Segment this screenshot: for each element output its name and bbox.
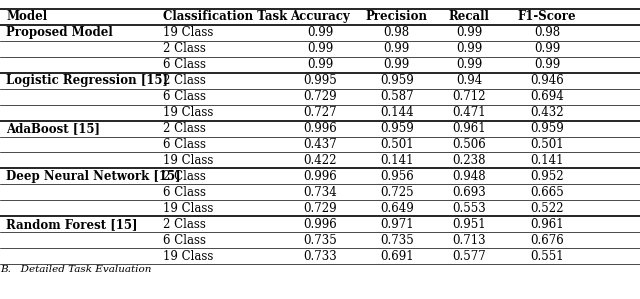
Text: 0.471: 0.471 bbox=[452, 106, 486, 119]
Text: 0.946: 0.946 bbox=[531, 74, 564, 87]
Text: 0.735: 0.735 bbox=[303, 234, 337, 247]
Text: 0.996: 0.996 bbox=[303, 170, 337, 183]
Text: Accuracy: Accuracy bbox=[290, 10, 350, 23]
Text: 2 Class: 2 Class bbox=[163, 74, 206, 87]
Text: 0.144: 0.144 bbox=[380, 106, 413, 119]
Text: 6 Class: 6 Class bbox=[163, 186, 206, 199]
Text: 0.996: 0.996 bbox=[303, 218, 337, 231]
Text: 0.551: 0.551 bbox=[531, 250, 564, 263]
Text: 0.99: 0.99 bbox=[383, 42, 410, 55]
Text: 0.733: 0.733 bbox=[303, 250, 337, 263]
Text: 2 Class: 2 Class bbox=[163, 42, 206, 55]
Text: 0.649: 0.649 bbox=[380, 202, 413, 215]
Text: 0.729: 0.729 bbox=[303, 202, 337, 215]
Text: 0.94: 0.94 bbox=[456, 74, 483, 87]
Text: 0.506: 0.506 bbox=[452, 138, 486, 151]
Text: 6 Class: 6 Class bbox=[163, 90, 206, 103]
Text: 0.422: 0.422 bbox=[303, 154, 337, 167]
Text: 0.522: 0.522 bbox=[531, 202, 564, 215]
Text: 6 Class: 6 Class bbox=[163, 138, 206, 151]
Text: 0.99: 0.99 bbox=[456, 58, 483, 71]
Text: 0.725: 0.725 bbox=[380, 186, 413, 199]
Text: F1-Score: F1-Score bbox=[518, 10, 577, 23]
Text: 0.99: 0.99 bbox=[456, 26, 483, 39]
Text: 0.729: 0.729 bbox=[303, 90, 337, 103]
Text: 0.99: 0.99 bbox=[383, 58, 410, 71]
Text: 0.99: 0.99 bbox=[307, 26, 333, 39]
Text: 0.99: 0.99 bbox=[307, 58, 333, 71]
Text: 0.956: 0.956 bbox=[380, 170, 413, 183]
Text: B.   Detailed Task Evaluation: B. Detailed Task Evaluation bbox=[0, 265, 152, 274]
Text: 0.665: 0.665 bbox=[531, 186, 564, 199]
Text: 0.996: 0.996 bbox=[303, 122, 337, 135]
Text: 0.961: 0.961 bbox=[452, 122, 486, 135]
Text: 19 Class: 19 Class bbox=[163, 202, 214, 215]
Text: Logistic Regression [15]: Logistic Regression [15] bbox=[6, 74, 168, 87]
Text: 0.959: 0.959 bbox=[531, 122, 564, 135]
Text: 2 Class: 2 Class bbox=[163, 218, 206, 231]
Text: 19 Class: 19 Class bbox=[163, 154, 214, 167]
Text: Precision: Precision bbox=[366, 10, 428, 23]
Text: 0.98: 0.98 bbox=[534, 26, 560, 39]
Text: 19 Class: 19 Class bbox=[163, 250, 214, 263]
Text: AdaBoost [15]: AdaBoost [15] bbox=[6, 122, 100, 135]
Text: 0.694: 0.694 bbox=[531, 90, 564, 103]
Text: 0.959: 0.959 bbox=[380, 74, 413, 87]
Text: 19 Class: 19 Class bbox=[163, 26, 214, 39]
Text: 0.693: 0.693 bbox=[452, 186, 486, 199]
Text: 0.99: 0.99 bbox=[534, 58, 561, 71]
Text: 6 Class: 6 Class bbox=[163, 58, 206, 71]
Text: Proposed Model: Proposed Model bbox=[6, 26, 113, 39]
Text: 0.713: 0.713 bbox=[452, 234, 486, 247]
Text: 0.437: 0.437 bbox=[303, 138, 337, 151]
Text: 0.712: 0.712 bbox=[452, 90, 486, 103]
Text: 0.734: 0.734 bbox=[303, 186, 337, 199]
Text: 0.952: 0.952 bbox=[531, 170, 564, 183]
Text: 0.501: 0.501 bbox=[380, 138, 413, 151]
Text: 0.691: 0.691 bbox=[380, 250, 413, 263]
Text: Recall: Recall bbox=[449, 10, 490, 23]
Text: 0.735: 0.735 bbox=[380, 234, 413, 247]
Text: 0.141: 0.141 bbox=[531, 154, 564, 167]
Text: 0.432: 0.432 bbox=[531, 106, 564, 119]
Text: 0.961: 0.961 bbox=[531, 218, 564, 231]
Text: 0.501: 0.501 bbox=[531, 138, 564, 151]
Text: Model: Model bbox=[6, 10, 47, 23]
Text: 2 Class: 2 Class bbox=[163, 122, 206, 135]
Text: 0.553: 0.553 bbox=[452, 202, 486, 215]
Text: 0.587: 0.587 bbox=[380, 90, 413, 103]
Text: 0.99: 0.99 bbox=[307, 42, 333, 55]
Text: 0.948: 0.948 bbox=[452, 170, 486, 183]
Text: 0.99: 0.99 bbox=[534, 42, 561, 55]
Text: 6 Class: 6 Class bbox=[163, 234, 206, 247]
Text: 0.951: 0.951 bbox=[452, 218, 486, 231]
Text: Deep Neural Network [15]: Deep Neural Network [15] bbox=[6, 170, 181, 183]
Text: 0.995: 0.995 bbox=[303, 74, 337, 87]
Text: 0.238: 0.238 bbox=[452, 154, 486, 167]
Text: Classification Task: Classification Task bbox=[163, 10, 287, 23]
Text: 0.971: 0.971 bbox=[380, 218, 413, 231]
Text: 0.959: 0.959 bbox=[380, 122, 413, 135]
Text: 0.577: 0.577 bbox=[452, 250, 486, 263]
Text: 2 Class: 2 Class bbox=[163, 170, 206, 183]
Text: 0.99: 0.99 bbox=[456, 42, 483, 55]
Text: 19 Class: 19 Class bbox=[163, 106, 214, 119]
Text: Random Forest [15]: Random Forest [15] bbox=[6, 218, 138, 231]
Text: 0.676: 0.676 bbox=[531, 234, 564, 247]
Text: 0.727: 0.727 bbox=[303, 106, 337, 119]
Text: 0.141: 0.141 bbox=[380, 154, 413, 167]
Text: 0.98: 0.98 bbox=[384, 26, 410, 39]
